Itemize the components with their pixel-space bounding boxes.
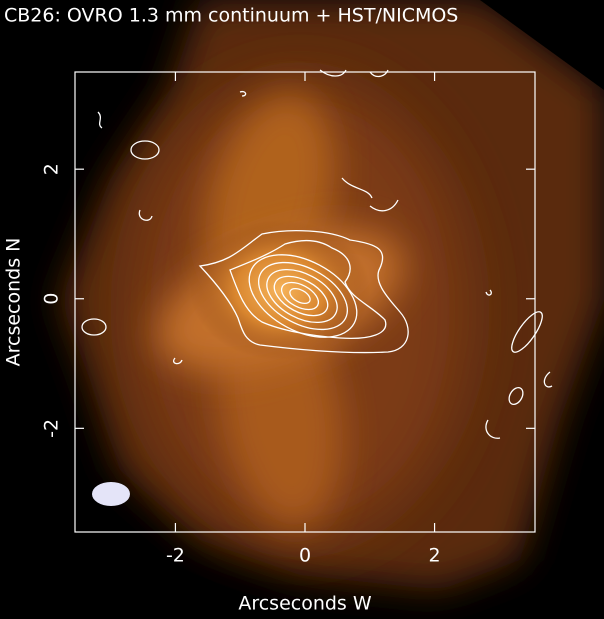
x-axis-label: Arcseconds W [238,593,372,615]
page: CB26: OVRO 1.3 mm continuum + HST/NICMOS… [0,0,604,619]
nebula-image [60,0,604,590]
y-tick-label: -2 [41,419,63,438]
y-tick-label: 2 [41,163,63,175]
x-tick-label: 0 [299,545,311,567]
chart: CB26: OVRO 1.3 mm continuum + HST/NICMOS… [0,0,604,619]
y-axis-label: Arcseconds N [3,238,25,367]
beam-ellipse [92,482,130,506]
y-tick-label: 0 [41,293,63,305]
chart-title: CB26: OVRO 1.3 mm continuum + HST/NICMOS [4,5,458,27]
x-tick-label: -2 [166,545,185,567]
x-tick-label: 2 [429,545,441,567]
